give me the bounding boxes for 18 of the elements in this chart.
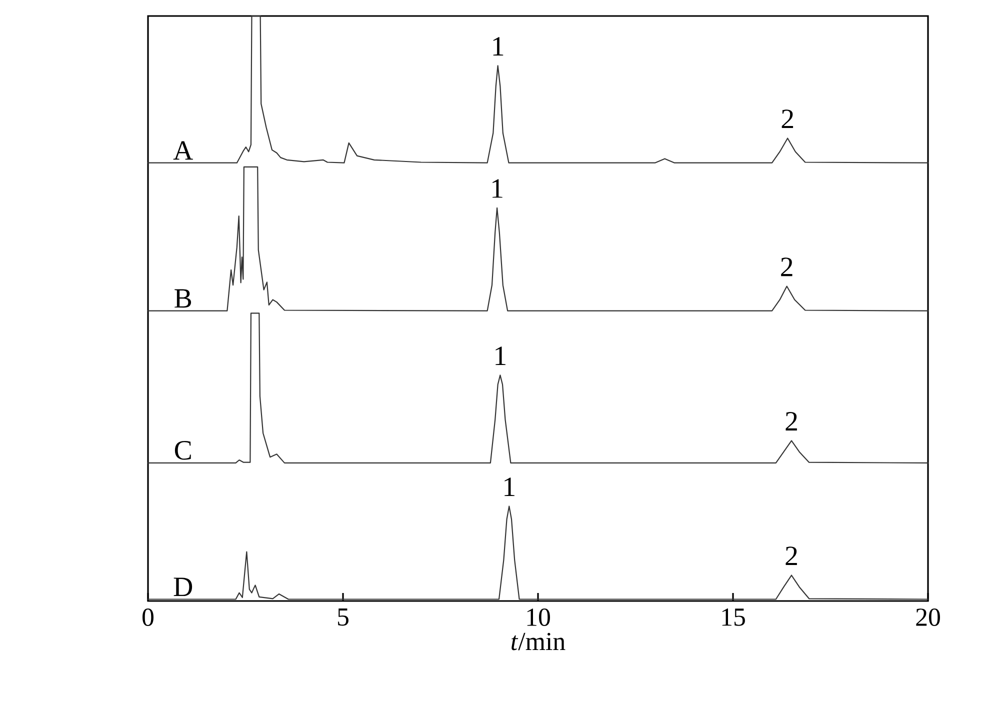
x-tick-label: 5 xyxy=(338,608,348,626)
annotation: 1 xyxy=(504,478,514,496)
x-tick-label: 20 xyxy=(916,608,940,626)
annotation: 2 xyxy=(781,258,792,276)
x-axis-title: t/min xyxy=(512,632,566,650)
x-tick-label: 15 xyxy=(722,608,745,626)
series-label: A xyxy=(173,141,193,160)
x-tick-label: 10 xyxy=(527,608,550,626)
series-label: B xyxy=(174,289,192,308)
annotation: 2 xyxy=(782,110,794,128)
annotation: 1 xyxy=(492,179,502,198)
annotation: 2 xyxy=(786,546,797,566)
series-label: C xyxy=(174,441,191,460)
x-tick-label: 0 xyxy=(142,608,154,626)
series-label: D xyxy=(174,578,192,596)
annotation: 1 xyxy=(493,37,504,56)
annotation: 2 xyxy=(786,412,797,431)
annotation: 1 xyxy=(496,346,506,365)
